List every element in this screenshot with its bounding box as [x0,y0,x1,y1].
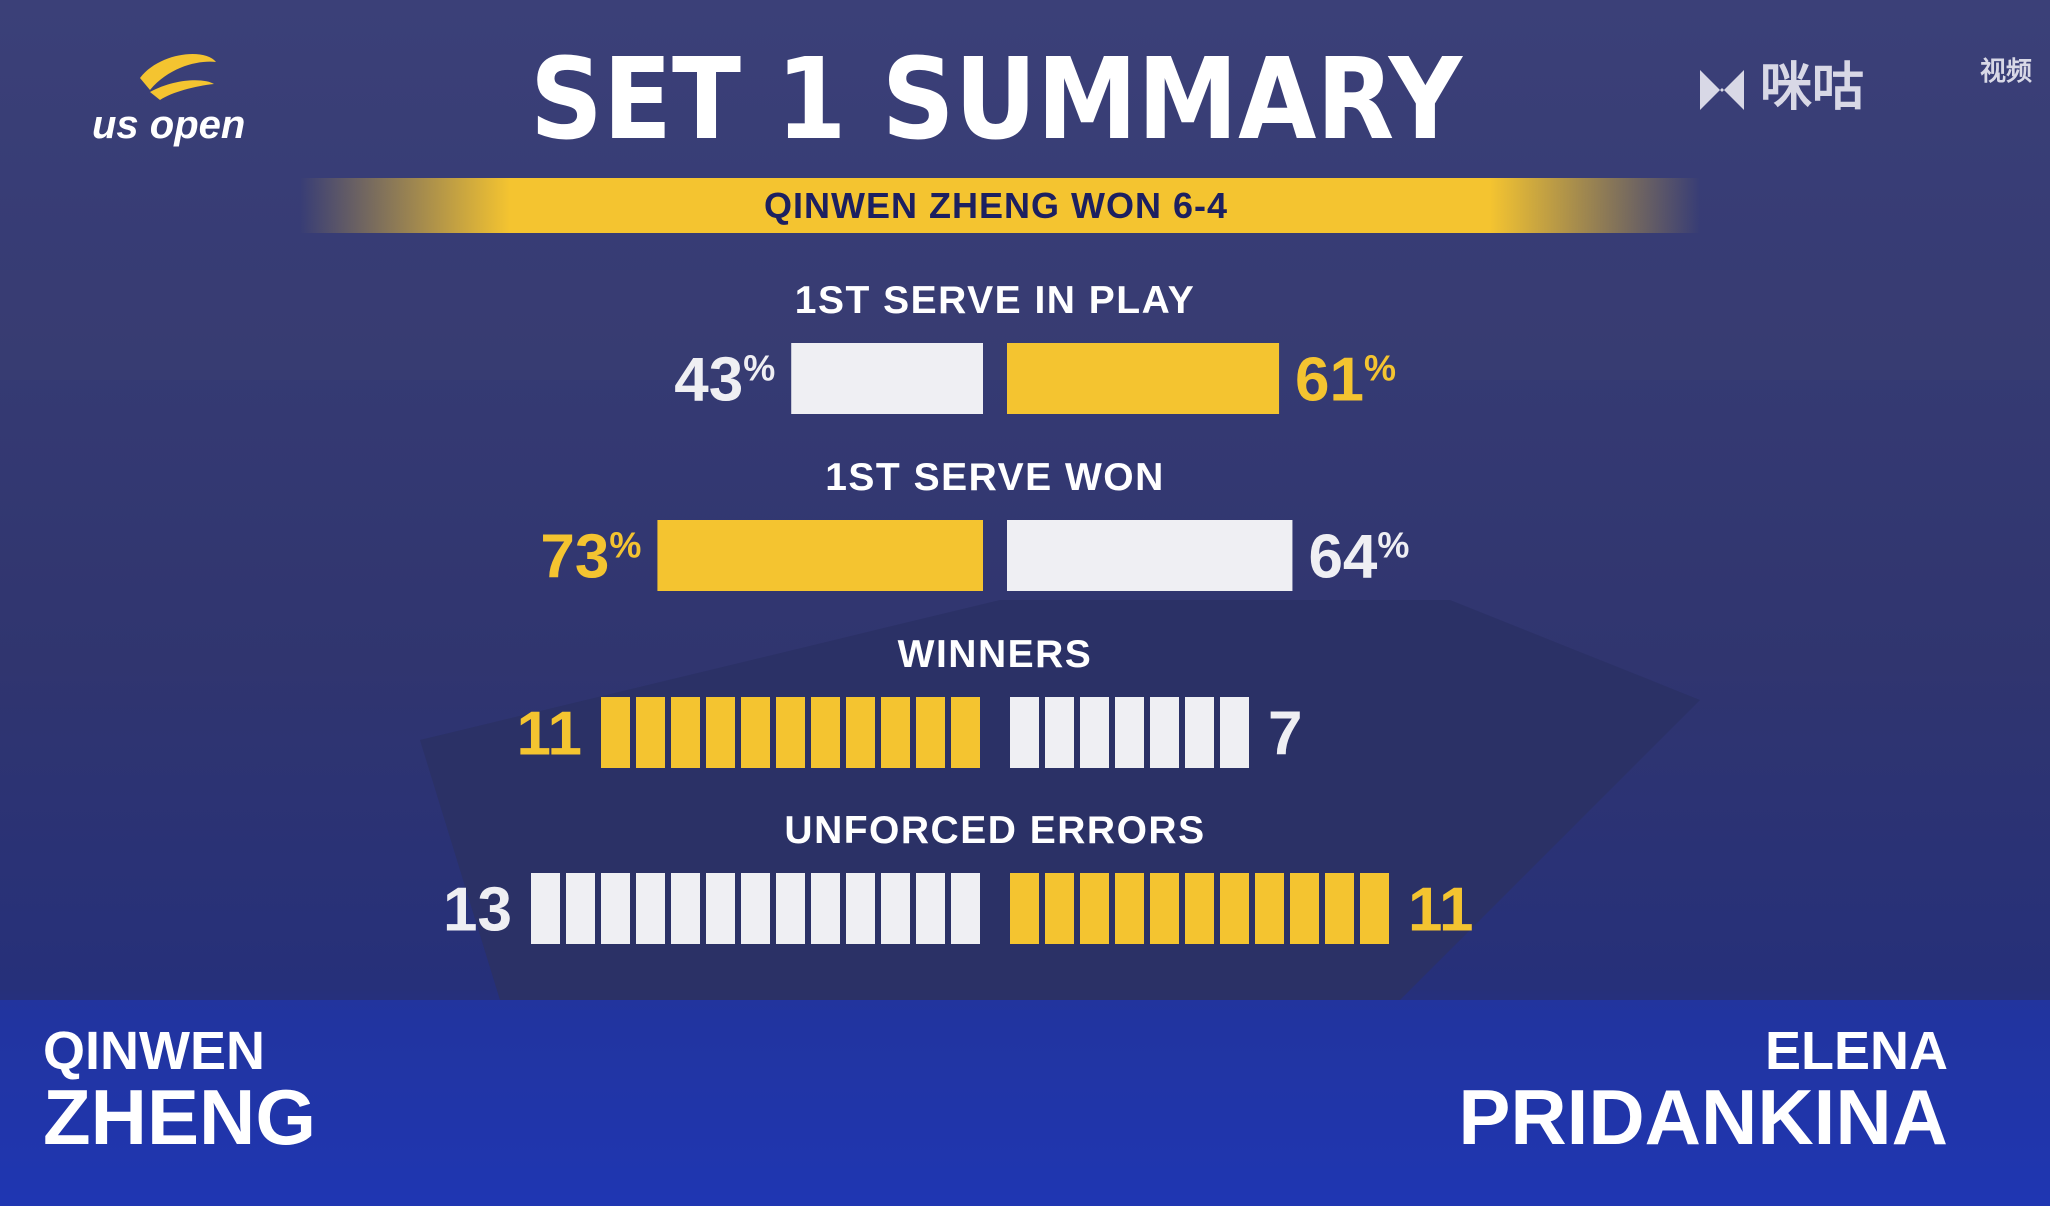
bar-segment [671,697,700,768]
stat-number: 11 [1408,876,1474,945]
stat-number: 13 [443,876,512,945]
bar-segment [706,873,735,944]
stat-number: 73 [540,523,609,592]
stat-bar [1007,343,1280,414]
logo-text: us open [92,103,245,147]
stands [0,270,2050,380]
player-first-name: ELENA [1765,1021,1948,1081]
stat-value: 11 [1408,876,1474,945]
bar-segment [1150,697,1179,768]
logo-swoosh [140,54,216,100]
bar-segment [1080,873,1109,944]
stat-value: 11 [516,700,582,769]
watermark-brand: 咪咕 [1760,59,1864,117]
stat-unit: % [1364,348,1396,389]
bar-segment [1080,697,1109,768]
player-last-name: PRIDANKINA [1458,1073,1948,1161]
stat-value: 61% [1295,346,1396,415]
player-last-name: ZHENG [43,1073,316,1161]
stat-value: 64% [1308,523,1409,592]
result-band [300,178,1700,233]
bar-segment [1010,697,1039,768]
stat-label: 1ST SERVE WON [825,456,1165,499]
bar-segment [1360,873,1389,944]
stat-unit: % [1377,525,1409,566]
bar-segment [1290,873,1319,944]
bar-segment [951,697,980,768]
bar-segment [1325,873,1354,944]
watermark-sub: 视频 [1980,56,2032,86]
bar-segment [706,697,735,768]
stat-bar [1010,697,1249,768]
bar-segment [601,697,630,768]
stat-bar [601,697,980,768]
bar-segment [741,697,770,768]
bar-segment [1185,873,1214,944]
stat-bar [1007,520,1293,591]
stat-value: 7 [1268,700,1302,769]
bar-segment [636,697,665,768]
bar-segment [1115,697,1144,768]
bar-segment [846,873,875,944]
bar-segment [671,873,700,944]
stat-value: 43% [674,346,775,415]
bar-segment [811,873,840,944]
bar-segment [531,873,560,944]
bar-segment [1115,873,1144,944]
bar-segment [776,873,805,944]
stat-bar [531,873,980,944]
bar-segment [776,697,805,768]
stat-bar [1010,873,1389,944]
stat-label: 1ST SERVE IN PLAY [795,279,1195,322]
bar-segment [1010,873,1039,944]
bar-segment [811,697,840,768]
watermark-icon [1700,70,1744,110]
stat-label: UNFORCED ERRORS [784,809,1205,852]
bar-segment [846,697,875,768]
bar-segment [1255,873,1284,944]
stat-number: 64 [1308,523,1377,592]
stat-number: 11 [516,700,582,769]
stat-value: 73% [540,523,641,592]
player-first-name: QINWEN [43,1021,265,1081]
result: QINWEN ZHENG WON 6-4 [764,185,1228,226]
bar-segment [881,697,910,768]
stat-unit: % [609,525,641,566]
bar-segment [566,873,595,944]
bar-segment [916,873,945,944]
bar-segment [1045,873,1074,944]
stat-number: 7 [1268,700,1302,769]
bar-segment [881,873,910,944]
stat-number: 43 [674,346,743,415]
bottom-band [0,1000,2050,1206]
bar-segment [1220,873,1249,944]
stat-label: WINNERS [898,633,1093,676]
stat-bar [657,520,983,591]
bar-segment [1220,697,1249,768]
bar-segment [636,873,665,944]
stat-value: 13 [443,876,512,945]
stat-unit: % [743,348,775,389]
stat-number: 61 [1295,346,1364,415]
bar-segment [601,873,630,944]
bar-segment [951,873,980,944]
bar-segment [1185,697,1214,768]
bar-segment [1045,697,1074,768]
bar-segment [916,697,945,768]
bar-segment [741,873,770,944]
stat-bar [791,343,983,414]
bar-segment [1150,873,1179,944]
title: SET 1 SUMMARY [530,35,1464,165]
